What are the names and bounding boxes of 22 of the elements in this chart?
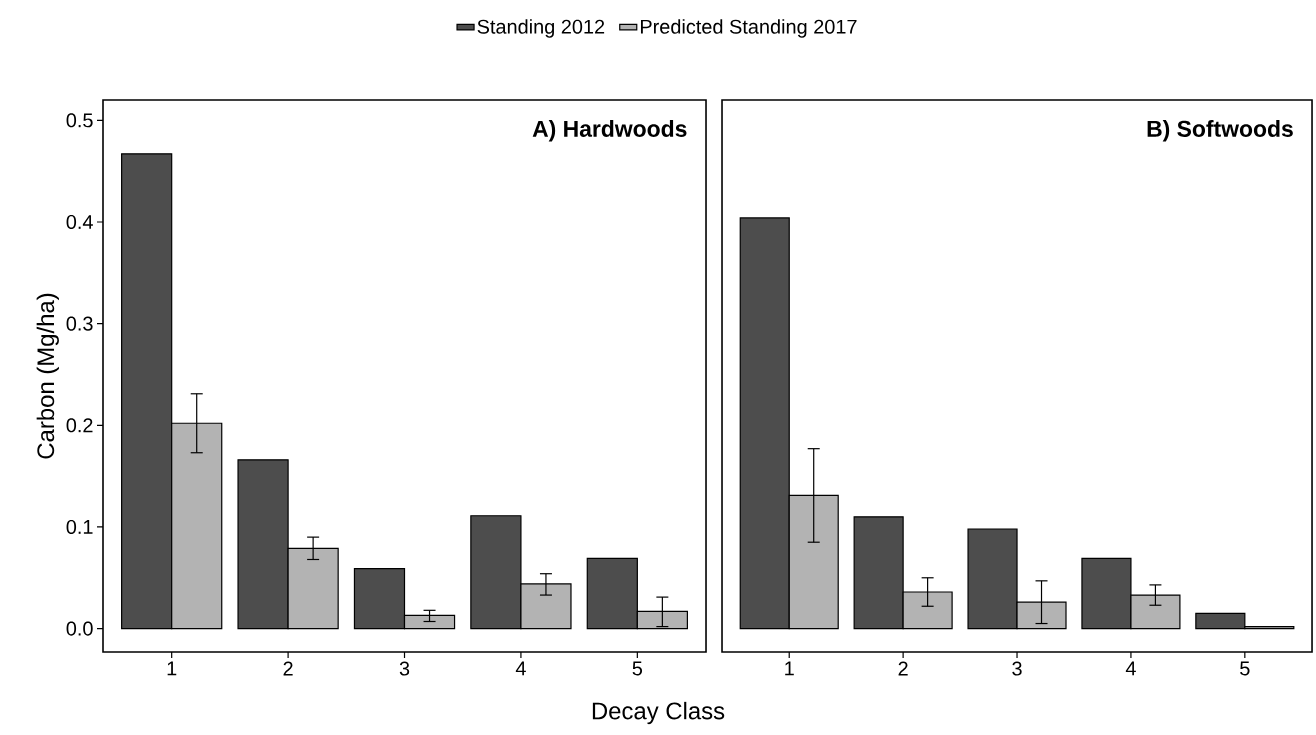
legend-label: Standing 2012: [477, 19, 605, 38]
x-tick-label: 3: [1012, 661, 1022, 676]
y-axis-title: Carbon (Mg/ha): [36, 293, 59, 459]
text: A) Hardwoods: [532, 120, 687, 142]
x-tick-label: 1: [785, 661, 794, 676]
x-axis-title: Decay Class: [592, 701, 725, 725]
x-tick-label: 3: [399, 661, 410, 676]
y-tick-label: 0.4: [66, 214, 93, 230]
y-tick-label: 0.0: [66, 621, 93, 636]
text: B) Softwoods: [1147, 120, 1293, 142]
x-tick-label: 2: [898, 661, 908, 676]
x-tick-label: 5: [1240, 661, 1250, 676]
x-tick-label: 4: [515, 661, 526, 676]
x-tick-label: 1: [167, 661, 177, 676]
x-tick-label: 2: [283, 661, 293, 676]
x-tick-label: 5: [632, 661, 643, 676]
x-tick-label: 4: [1125, 661, 1136, 676]
y-tick-label: 0.2: [66, 418, 93, 433]
y-tick-label: 0.5: [66, 113, 93, 128]
y-tick-label: 0.3: [66, 316, 93, 331]
legend-label: Predicted Standing 2017: [640, 19, 857, 38]
y-tick-label: 0.1: [66, 519, 93, 534]
